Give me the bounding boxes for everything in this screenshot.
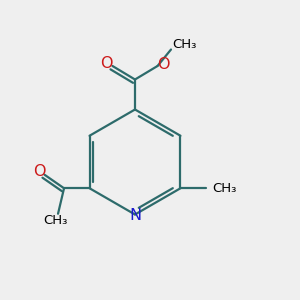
- Text: CH₃: CH₃: [172, 38, 197, 52]
- Text: CH₃: CH₃: [43, 214, 67, 227]
- Text: O: O: [157, 57, 169, 72]
- Text: O: O: [33, 164, 45, 179]
- Text: N: N: [129, 208, 141, 223]
- Text: CH₃: CH₃: [213, 182, 237, 195]
- Text: O: O: [100, 56, 113, 70]
